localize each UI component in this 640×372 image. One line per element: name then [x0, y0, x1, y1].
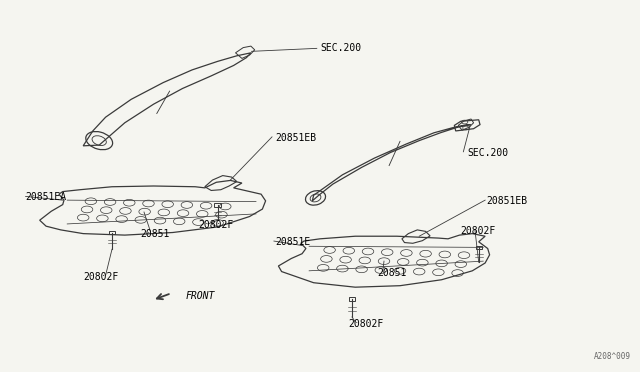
Text: 20851: 20851	[141, 230, 170, 239]
Text: 20802F: 20802F	[198, 220, 234, 230]
Text: A208^009: A208^009	[593, 352, 630, 361]
Text: 20851EB: 20851EB	[275, 133, 316, 142]
Bar	[476, 246, 482, 249]
Bar	[109, 231, 115, 234]
Text: SEC.200: SEC.200	[320, 44, 361, 53]
Text: 20802F: 20802F	[83, 272, 118, 282]
Text: 20802F: 20802F	[461, 226, 496, 235]
Text: FRONT: FRONT	[186, 291, 215, 301]
Text: 20802F: 20802F	[349, 319, 384, 328]
Bar	[214, 203, 221, 207]
Text: 20851EB: 20851EB	[486, 196, 527, 206]
Bar	[349, 297, 355, 301]
Text: SEC.200: SEC.200	[467, 148, 508, 157]
Text: 20851: 20851	[378, 269, 407, 278]
Text: 20851E: 20851E	[275, 237, 310, 247]
Text: 20851EA: 20851EA	[26, 192, 67, 202]
